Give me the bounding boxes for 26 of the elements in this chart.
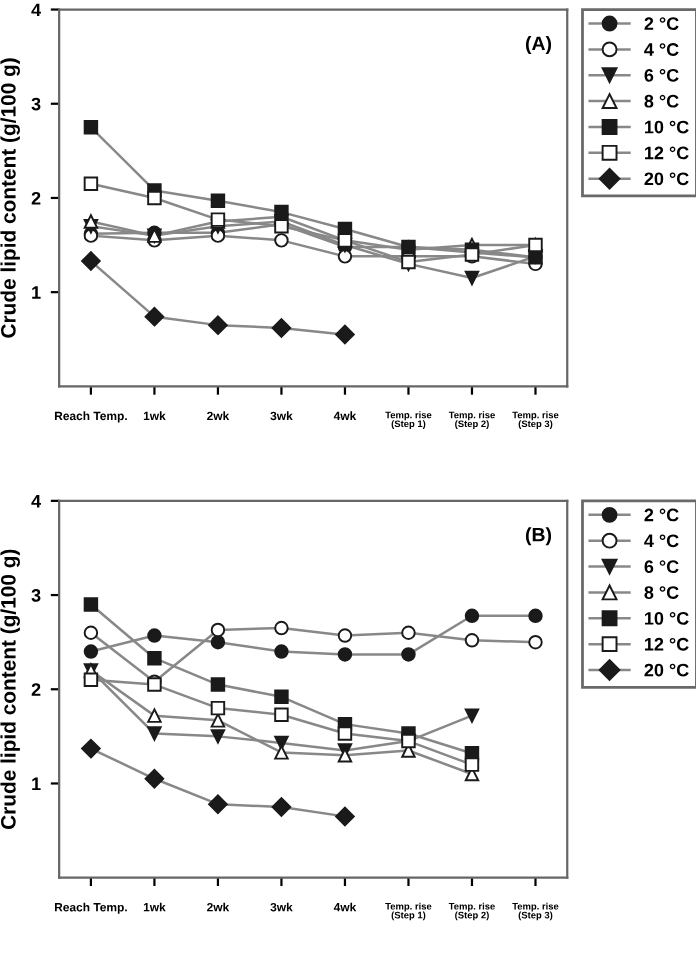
legend-label: 4 °C	[644, 43, 679, 56]
legend-label: 6 °C	[644, 560, 679, 574]
y-tick-label: 4	[31, 494, 42, 508]
legend-label: 10 °C	[645, 611, 689, 625]
y-tick-label: 4	[31, 3, 42, 17]
y-tick-label: 2	[31, 683, 41, 696]
legend-label: 20 °C	[644, 663, 689, 677]
y-tick-label: 3	[31, 97, 41, 111]
legend-label: 4 °C	[644, 534, 679, 548]
annotation: (B)	[525, 527, 552, 546]
y-tick-label: 1	[32, 777, 41, 791]
legend-label: 12 °C	[645, 637, 689, 651]
annotation: (A)	[525, 35, 552, 55]
legend-label: 20 °C	[644, 172, 689, 186]
legend-label: 2 °C	[644, 17, 679, 31]
legend-label: 8 °C	[644, 94, 679, 108]
legend-label: 12 °C	[645, 146, 689, 160]
legend-label: 2 °C	[644, 508, 679, 522]
legend-label: 6 °C	[644, 68, 679, 82]
legend-label: 8 °C	[644, 586, 679, 599]
y-tick-label: 1	[32, 286, 41, 299]
y-axis-title: Crude lipid content (g/100 g)	[0, 58, 20, 338]
legend-label: 10 °C	[645, 120, 689, 134]
y-tick-label: 2	[31, 191, 41, 205]
y-tick-label: 3	[31, 588, 41, 602]
y-axis-title: Crude lipid content (g/100 g)	[0, 549, 20, 830]
